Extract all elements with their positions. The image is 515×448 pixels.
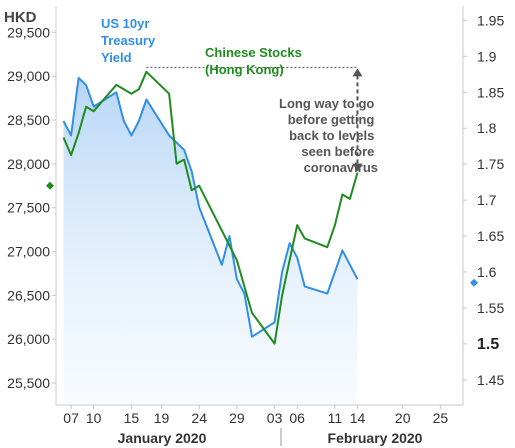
left-axis-ticks: 25,500 26,000 26,500 27,000 27,500 28,000 28,5… xyxy=(7,24,56,391)
right-tick-label-10: 1.95 xyxy=(477,12,504,28)
annotation-arrow-up xyxy=(352,68,363,77)
series-label-treasury-line-2: Treasury xyxy=(101,33,156,48)
x-tick-label-4: 24 xyxy=(191,410,207,426)
series-label-treasury: US 10yr Treasury Yield xyxy=(101,16,159,65)
left-tick-label-5: 28,000 xyxy=(7,156,50,172)
right-tick-label-0: 1.45 xyxy=(477,372,504,388)
left-tick-label-7: 29,000 xyxy=(7,68,50,84)
x-tick-label-10: 20 xyxy=(395,410,411,426)
annotation-line-3: back to levels xyxy=(289,128,374,143)
annotation-line-5: coronavirus xyxy=(304,160,378,175)
x-tick-label-5: 29 xyxy=(229,410,245,426)
left-axis-unit: HKD xyxy=(4,9,37,26)
x-tick-label-11: 25 xyxy=(433,410,449,426)
last-value-marker-stocks xyxy=(46,181,54,190)
x-tick-label-1: 10 xyxy=(86,410,102,426)
annotation-line-2: before getting xyxy=(288,112,375,127)
treasury-yield-area xyxy=(63,77,358,406)
series-label-stocks-line-2: (Hong Kong) xyxy=(205,62,284,77)
chinese-stocks-line xyxy=(62,70,359,345)
left-tick-label-1: 26,000 xyxy=(7,331,50,347)
x-tick-label-0: 07 xyxy=(63,410,79,426)
left-tick-label-8: 29,500 xyxy=(7,24,50,40)
left-tick-label-6: 28,500 xyxy=(7,112,50,128)
x-tick-label-6: 03 xyxy=(267,410,283,426)
treasury-yield-line xyxy=(62,76,359,338)
annotation-line-1: Long way to go xyxy=(279,96,374,111)
month-label-february: February 2020 xyxy=(328,430,423,446)
series-label-stocks-line-1: Chinese Stocks xyxy=(205,45,302,60)
left-tick-label-2: 26,500 xyxy=(7,287,50,303)
series-label-treasury-line-1: US 10yr xyxy=(101,16,149,31)
right-tick-label-5: 1.7 xyxy=(477,192,497,208)
x-tick-label-7: 06 xyxy=(289,410,305,426)
right-axis-ticks: 1.45 1.5 1.55 1.6 1.65 1.7 1.75 1.8 1.85 1.9 1.95 xyxy=(463,12,504,388)
annotation-text: Long way to go before getting back to le… xyxy=(279,96,378,175)
right-tick-label-8: 1.85 xyxy=(477,84,504,100)
x-tick-label-3: 19 xyxy=(154,410,170,426)
right-tick-label-4: 1.65 xyxy=(477,228,504,244)
month-label-january: January 2020 xyxy=(118,430,207,446)
annotation-arrow-down xyxy=(352,163,363,172)
right-tick-label-6: 1.75 xyxy=(477,156,504,172)
x-axis-ticks: 07 10 15 19 24 29 03 06 11 14 20 25 xyxy=(63,405,448,426)
series-label-stocks: Chinese Stocks (Hong Kong) xyxy=(205,45,305,77)
annotation: Long way to go before getting back to le… xyxy=(146,66,378,175)
x-tick-label-2: 15 xyxy=(124,410,140,426)
x-tick-label-8: 11 xyxy=(328,410,343,426)
left-tick-label-4: 27,500 xyxy=(7,200,50,216)
annotation-line-4: seen before xyxy=(301,144,374,159)
left-tick-label-0: 25,500 xyxy=(7,375,50,391)
right-tick-label-7: 1.8 xyxy=(477,120,497,136)
right-tick-label-2: 1.55 xyxy=(477,300,504,316)
right-tick-label-1: 1.5 xyxy=(477,336,499,353)
left-tick-label-3: 27,000 xyxy=(7,244,50,260)
last-value-marker-treasury xyxy=(470,278,478,287)
right-tick-label-9: 1.9 xyxy=(477,48,497,64)
month-labels: January 2020 February 2020 xyxy=(118,428,423,446)
right-tick-label-3: 1.6 xyxy=(477,264,497,280)
series-label-treasury-line-3: Yield xyxy=(101,50,132,65)
x-tick-label-9: 14 xyxy=(350,410,366,426)
